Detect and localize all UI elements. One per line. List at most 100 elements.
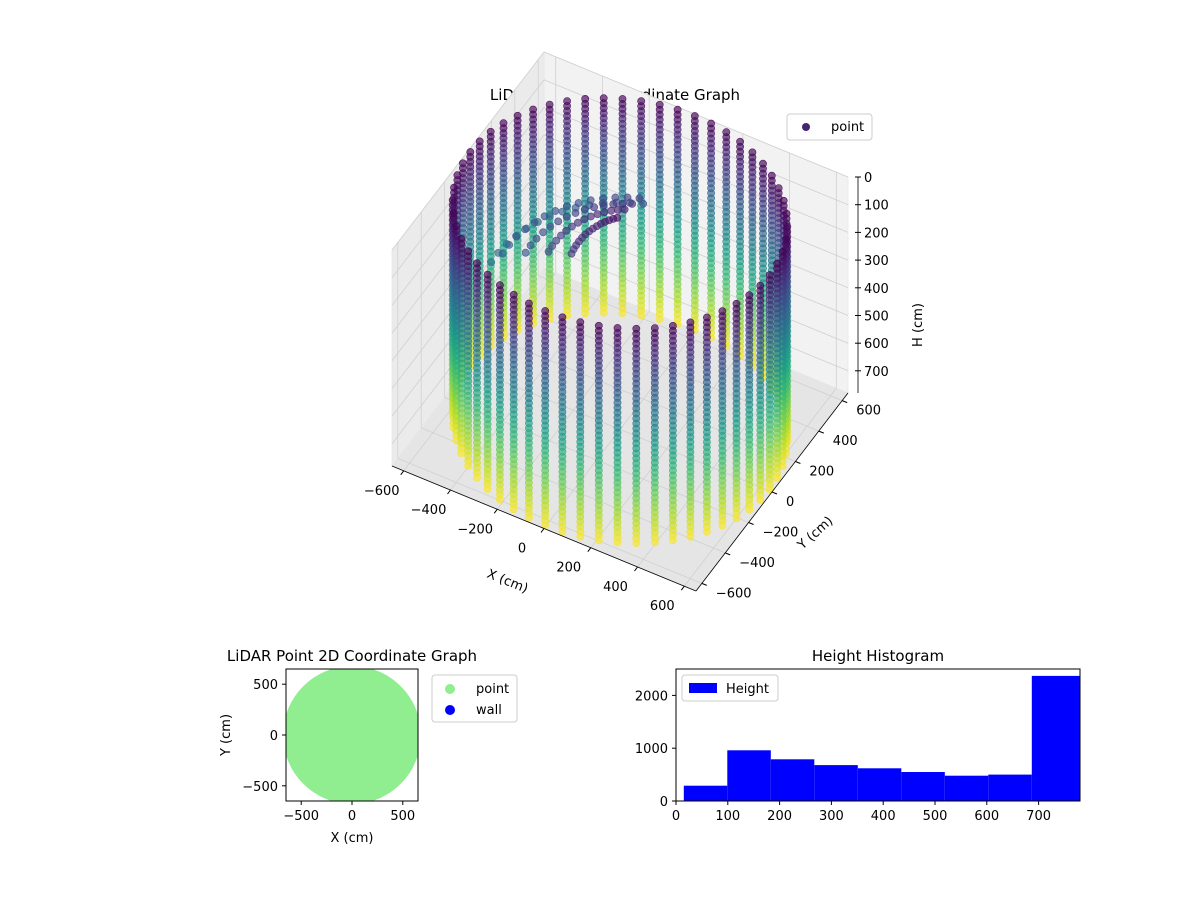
x-tick-label: 600 bbox=[650, 599, 675, 614]
histogram-bar bbox=[857, 768, 902, 801]
point-3d bbox=[590, 203, 598, 212]
point-3d bbox=[613, 538, 622, 547]
point-3d bbox=[525, 513, 533, 522]
point-3d bbox=[562, 212, 571, 221]
z-tick-label: 300 bbox=[864, 254, 889, 269]
y-tick-label: −500 bbox=[242, 780, 278, 795]
point-3d bbox=[686, 532, 695, 541]
x-tick-label: 200 bbox=[767, 809, 792, 824]
point-3d bbox=[623, 193, 632, 202]
histogram-legend-swatch bbox=[689, 683, 717, 693]
point-3d bbox=[495, 495, 504, 504]
point-3d bbox=[580, 215, 589, 224]
point-3d bbox=[586, 196, 595, 205]
point-3d bbox=[521, 225, 529, 234]
point-3d bbox=[599, 308, 608, 317]
z-tick-label: 500 bbox=[864, 310, 889, 325]
point-3d bbox=[571, 209, 580, 217]
z-tick-label: 600 bbox=[864, 337, 889, 352]
z-tick-label: 700 bbox=[864, 365, 889, 380]
point-3d bbox=[562, 226, 571, 235]
point-3d bbox=[655, 315, 664, 323]
x-tick-label: 200 bbox=[556, 561, 581, 576]
histogram-legend: Height bbox=[681, 674, 779, 702]
plot-3d-points bbox=[448, 94, 792, 547]
point-3d bbox=[544, 247, 553, 256]
x-tick-label: 400 bbox=[603, 580, 628, 595]
x-tick-label: 600 bbox=[974, 809, 999, 824]
point-3d bbox=[620, 205, 629, 214]
histogram-bar bbox=[1031, 675, 1080, 801]
point-3d bbox=[618, 309, 627, 318]
point-3d bbox=[669, 536, 677, 545]
point-3d bbox=[526, 241, 535, 250]
points-2d-disk bbox=[286, 669, 418, 801]
y-tick-label: 500 bbox=[253, 678, 278, 693]
point-3d bbox=[576, 532, 585, 541]
y-tick-label: 0 bbox=[660, 795, 668, 810]
x-tick-label: 0 bbox=[518, 542, 526, 557]
point-3d bbox=[732, 514, 741, 522]
point-3d bbox=[593, 210, 602, 218]
histogram-bar bbox=[770, 759, 815, 801]
y-tick-label: 0 bbox=[786, 495, 794, 510]
point-3d bbox=[532, 234, 541, 243]
point-3d bbox=[599, 194, 607, 203]
x-tick-label: −600 bbox=[364, 484, 400, 499]
x-tick-label: 0 bbox=[672, 809, 680, 824]
point-3d bbox=[756, 495, 765, 504]
point-3d bbox=[632, 539, 641, 547]
x-tick-label: −200 bbox=[457, 522, 493, 537]
y-tick-label: 400 bbox=[833, 434, 858, 449]
z-tick-label: 400 bbox=[864, 282, 889, 297]
point-3d bbox=[611, 193, 620, 202]
point-3d bbox=[512, 232, 521, 241]
y-tick-label: −600 bbox=[716, 586, 752, 601]
x-tick-label: 500 bbox=[923, 809, 948, 824]
grid-y-floor bbox=[397, 458, 702, 584]
plot-2d-legend-point-marker bbox=[445, 684, 455, 694]
point-3d bbox=[562, 202, 571, 211]
point-3d bbox=[614, 205, 622, 214]
x-tick-label: 0 bbox=[348, 809, 356, 824]
histogram-bar bbox=[944, 775, 989, 801]
point-3d bbox=[568, 222, 576, 231]
y-tick-label: 200 bbox=[809, 465, 834, 480]
point-3d bbox=[487, 258, 496, 267]
x-tick-label: 400 bbox=[871, 809, 896, 824]
point-3d bbox=[567, 249, 576, 258]
point-3d bbox=[703, 527, 711, 536]
point-3d bbox=[581, 309, 590, 318]
y-tick-label: 2000 bbox=[635, 689, 668, 704]
plot-2d-title: LiDAR Point 2D Coordinate Graph bbox=[227, 647, 477, 665]
plot-3d-zlabel: H (cm) bbox=[911, 303, 926, 347]
histogram-bar bbox=[727, 750, 771, 801]
z-tick-label: 100 bbox=[864, 199, 889, 214]
x-tick-label: −400 bbox=[411, 503, 447, 518]
point-3d bbox=[580, 205, 589, 214]
point-3d bbox=[552, 236, 561, 245]
y-tick-label: 600 bbox=[856, 404, 881, 419]
point-3d bbox=[600, 208, 609, 217]
histogram-bar bbox=[901, 772, 945, 801]
point-3d bbox=[765, 485, 774, 494]
plot-3d-legend: point bbox=[786, 113, 873, 141]
histogram-legend-label: Height bbox=[726, 682, 769, 697]
plot-2d-legend: point wall bbox=[431, 674, 518, 723]
y-tick-label: 0 bbox=[270, 729, 278, 744]
point-3d bbox=[521, 248, 530, 257]
point-3d bbox=[607, 206, 616, 215]
plot-2d-legend-wall-marker bbox=[445, 705, 455, 715]
point-3d bbox=[551, 207, 560, 215]
plot-3d-legend-label: point bbox=[831, 120, 864, 135]
histogram-bar bbox=[683, 785, 728, 801]
plot-2d-xlabel: X (cm) bbox=[331, 831, 374, 846]
point-3d bbox=[586, 212, 595, 221]
plot-2d-legend-point-label: point bbox=[476, 682, 509, 697]
point-3d bbox=[745, 505, 754, 514]
z-tick-label: 200 bbox=[864, 226, 889, 241]
point-3d bbox=[773, 474, 781, 482]
point-3d bbox=[635, 194, 644, 203]
point-3d bbox=[557, 231, 565, 240]
